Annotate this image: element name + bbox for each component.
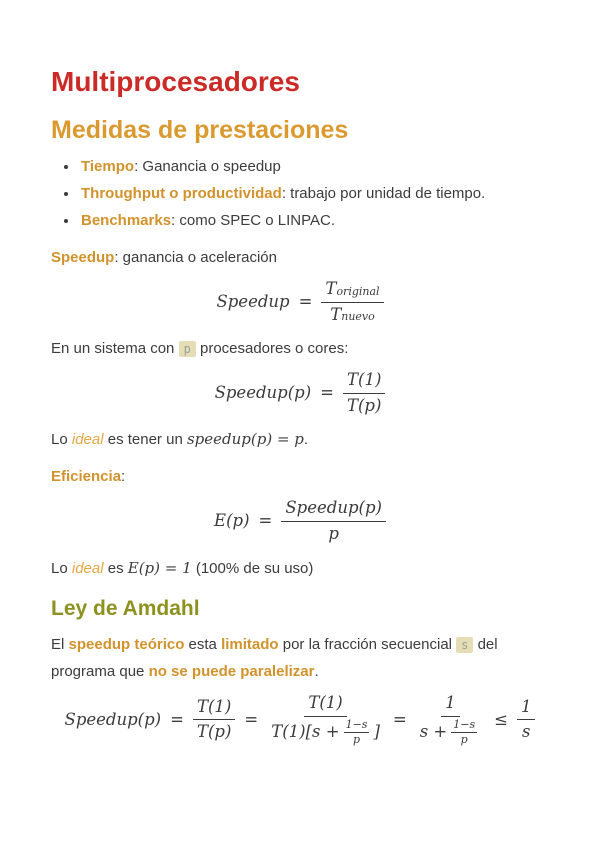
page-title: Multiprocesadores	[51, 66, 300, 97]
math-subscript: nuevo	[341, 310, 375, 324]
ideal-speedup-paragraph: Lo ideal es tener un speedup(p) = p.	[51, 426, 549, 453]
fraction-numerator: 1−s	[451, 718, 478, 734]
fraction-denominator: s + 1−s p	[416, 717, 485, 747]
paragraph-text: por la fracción secuencial	[278, 635, 457, 653]
nested-fraction: 1−s p	[451, 718, 478, 747]
fraction: Speedup(p) p	[281, 498, 386, 544]
paragraph-text: :	[121, 468, 126, 486]
list-item-benchmarks: Benchmarks: como SPEC o LINPAC.	[79, 207, 549, 234]
paragraph-text: (100% de su uso)	[191, 559, 314, 577]
fraction: T(1) T(p)	[343, 370, 386, 416]
ideal-efficiency-paragraph: Lo ideal es E(p) = 1 (100% de su uso)	[51, 555, 549, 582]
bullet-text: : Ganancia o speedup	[134, 157, 281, 175]
inline-math: E(p) = 1	[127, 558, 192, 577]
amdahl-paragraph: El speedup teórico esta limitado por la …	[51, 631, 549, 685]
paragraph-text: Lo	[51, 559, 72, 577]
bullet-text: : como SPEC o LINPAC.	[171, 211, 335, 229]
term-limitado: limitado	[221, 635, 279, 653]
equals-sign: =	[244, 709, 259, 729]
formula-speedup-p: Speedup(p) = T(1) T(p)	[51, 370, 549, 416]
paragraph-text: Lo	[51, 431, 72, 449]
term-speedup: Speedup	[51, 248, 115, 266]
math-lhs: Speedup(p)	[214, 383, 312, 402]
list-item-throughput: Throughput o productividad: trabajo por …	[79, 180, 549, 207]
formula-efficiency: E(p) = Speedup(p) p	[51, 498, 549, 544]
paragraph-text: En un sistema con	[51, 340, 179, 358]
emphasis-ideal: ideal	[71, 431, 104, 449]
equals-sign: =	[392, 709, 407, 729]
math-lhs: Speedup(p)	[64, 709, 162, 729]
fraction-numerator: T(1)	[192, 697, 236, 721]
list-item-tiempo: Tiempo: Ganancia o speedup	[79, 153, 549, 180]
math-symbol: T	[330, 304, 342, 324]
inline-math: speedup(p) = p	[186, 430, 304, 449]
equals-sign: =	[258, 511, 273, 531]
paragraph-text: es	[103, 559, 128, 577]
fraction-numerator: Speedup(p)	[281, 498, 386, 523]
fraction-numerator: 1	[441, 693, 460, 717]
math-text: s +	[419, 722, 448, 742]
math-lhs: E(p)	[214, 511, 250, 531]
paragraph-text: .	[303, 431, 309, 449]
equals-sign: =	[320, 383, 334, 402]
fraction-denominator: T(p)	[196, 722, 232, 742]
bullet-term: Tiempo	[81, 157, 135, 175]
definition-text: : ganancia o aceleración	[114, 248, 277, 266]
formula-amdahl-law: Speedup(p) = T(1) T(p) = T(1) T(1)[s + 1…	[51, 693, 549, 747]
inline-code-s: s	[456, 636, 474, 653]
eficiencia-paragraph: Eficiencia:	[51, 463, 549, 490]
fraction-denominator: p	[328, 524, 339, 544]
equals-sign: =	[170, 709, 184, 729]
emphasis-ideal: ideal	[71, 559, 104, 577]
math-lhs: Speedup	[216, 291, 290, 311]
fraction-denominator: s	[521, 722, 531, 742]
term-no-paralelizar: no se puede paralelizar	[148, 662, 315, 680]
speedup-definition: Speedup: ganancia o aceleración	[51, 244, 549, 271]
fraction-numerator: T(1)	[304, 693, 347, 717]
fraction-numerator: 1	[516, 697, 536, 721]
paragraph-text: del programa que	[51, 635, 498, 680]
paragraph-text: El	[51, 635, 69, 653]
paragraph-text: .	[314, 662, 319, 680]
math-subscript: original	[336, 284, 380, 298]
fraction: 1 s + 1−s p	[416, 693, 485, 747]
fraction-numerator: 1−s	[343, 718, 370, 734]
paragraph-text: es tener un	[103, 431, 187, 449]
fraction: 1 s	[516, 697, 536, 743]
math-text: ]	[373, 722, 380, 742]
less-equal-sign: ≤	[494, 709, 508, 729]
term-speedup-teorico: speedup teórico	[68, 635, 185, 653]
term-eficiencia: Eficiencia	[51, 468, 122, 486]
paragraph-text: esta	[184, 635, 222, 653]
inline-code-p: p	[178, 341, 196, 358]
fraction-numerator: T(1)	[343, 370, 386, 394]
fraction-denominator: p	[352, 733, 361, 747]
fraction: T(1) T(p)	[192, 697, 236, 743]
fraction-denominator: T(p)	[346, 395, 382, 415]
section-heading-amdahl: Ley de Amdahl	[51, 596, 200, 620]
nested-fraction: 1−s p	[343, 718, 370, 747]
fraction-denominator: p	[460, 733, 468, 747]
math-text: T(1)[s +	[271, 722, 340, 742]
bullet-term: Benchmarks	[81, 211, 172, 229]
fraction: T(1) T(1)[s + 1−s p ]	[267, 693, 384, 747]
bullet-text: : trabajo por unidad de tiempo.	[281, 184, 486, 202]
metrics-list: Tiempo: Ganancia o speedup Throughput o …	[51, 153, 549, 234]
sistema-paragraph: En un sistema con p procesadores o cores…	[51, 335, 549, 362]
math-symbol: T	[325, 278, 337, 298]
equals-sign: =	[298, 291, 313, 311]
paragraph-text: procesadores o cores:	[195, 340, 349, 358]
fraction-denominator: T(1)[s + 1−s p ]	[267, 717, 384, 747]
bullet-term: Throughput o productividad	[81, 184, 282, 202]
section-heading-medidas: Medidas de prestaciones	[51, 116, 349, 145]
